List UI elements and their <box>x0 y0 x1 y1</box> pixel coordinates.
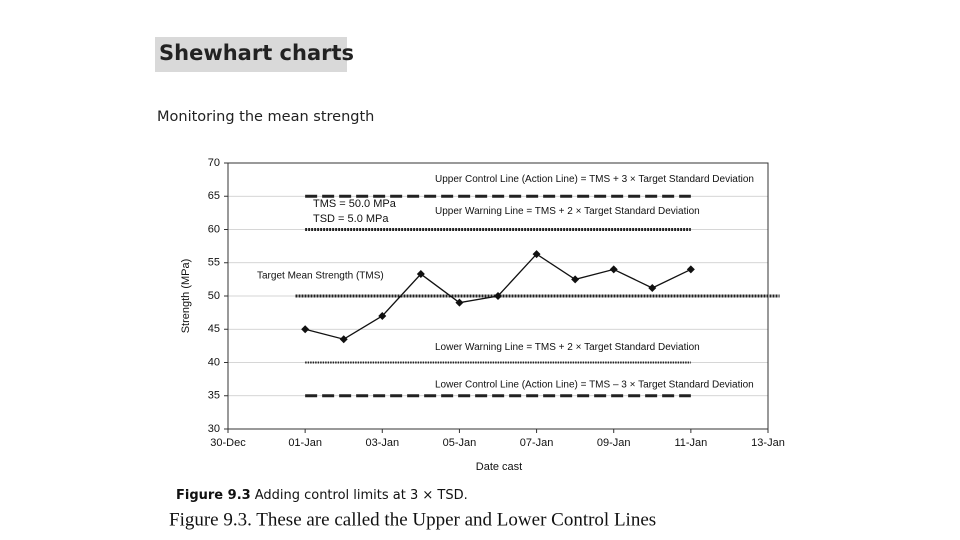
data-point <box>648 284 657 293</box>
y-tick-label: 50 <box>208 290 220 302</box>
y-tick-label: 70 <box>208 157 220 169</box>
annotation: TMS = 50.0 MPa <box>313 198 397 210</box>
data-point <box>609 265 618 274</box>
caption-label: Figure 9.3 <box>176 488 251 503</box>
x-tick-label: 09-Jan <box>597 437 631 449</box>
control-line-label: Lower Control Line (Action Line) = TMS –… <box>435 379 754 390</box>
slide-title: Shewhart charts <box>159 41 354 65</box>
control-line-label: Target Mean Strength (TMS) <box>257 271 384 282</box>
x-axis-title: Date cast <box>476 461 522 473</box>
caption-text: Adding control limits at 3 × TSD. <box>255 488 468 503</box>
y-tick-label: 35 <box>208 390 220 402</box>
annotation: TSD = 5.0 MPa <box>313 213 389 225</box>
x-tick-label: 07-Jan <box>520 437 554 449</box>
x-tick-label: 05-Jan <box>443 437 477 449</box>
y-tick-label: 65 <box>208 190 220 202</box>
y-tick-label: 40 <box>208 356 220 368</box>
control-line-label: Lower Warning Line = TMS + 2 × Target St… <box>435 342 700 353</box>
data-point <box>532 250 541 259</box>
x-tick-label: 30-Dec <box>210 437 246 449</box>
x-tick-label: 11-Jan <box>674 437 707 449</box>
footer-text: Figure 9.3. These are called the Upper a… <box>169 509 656 530</box>
data-point <box>571 275 580 284</box>
data-point <box>416 270 425 279</box>
data-point <box>301 325 310 334</box>
data-point <box>494 292 502 300</box>
control-line-label: Upper Control Line (Action Line) = TMS +… <box>435 174 754 185</box>
y-tick-label: 30 <box>208 423 220 435</box>
title-background <box>155 37 347 72</box>
x-tick-label: 01-Jan <box>288 437 322 449</box>
data-point <box>339 335 348 344</box>
y-tick-label: 45 <box>208 323 220 335</box>
caption: Figure 9.3 Adding control limits at 3 × T… <box>176 488 468 503</box>
subtitle: Monitoring the mean strength <box>157 109 374 125</box>
data-point <box>686 265 695 274</box>
data-point <box>455 298 464 307</box>
y-tick-label: 55 <box>208 257 220 269</box>
y-axis-title: Strength (MPa) <box>180 259 192 334</box>
y-tick-label: 60 <box>208 223 220 235</box>
x-tick-label: 03-Jan <box>365 437 399 449</box>
x-tick-label: 13-Jan <box>751 437 785 449</box>
data-point <box>378 311 387 320</box>
control-line-label: Upper Warning Line = TMS + 2 × Target St… <box>435 206 700 217</box>
plot: 30 35 40 45 50 55 60 65 70 30-Dec 01-Jan 03-Jan 05-J… <box>208 157 785 449</box>
